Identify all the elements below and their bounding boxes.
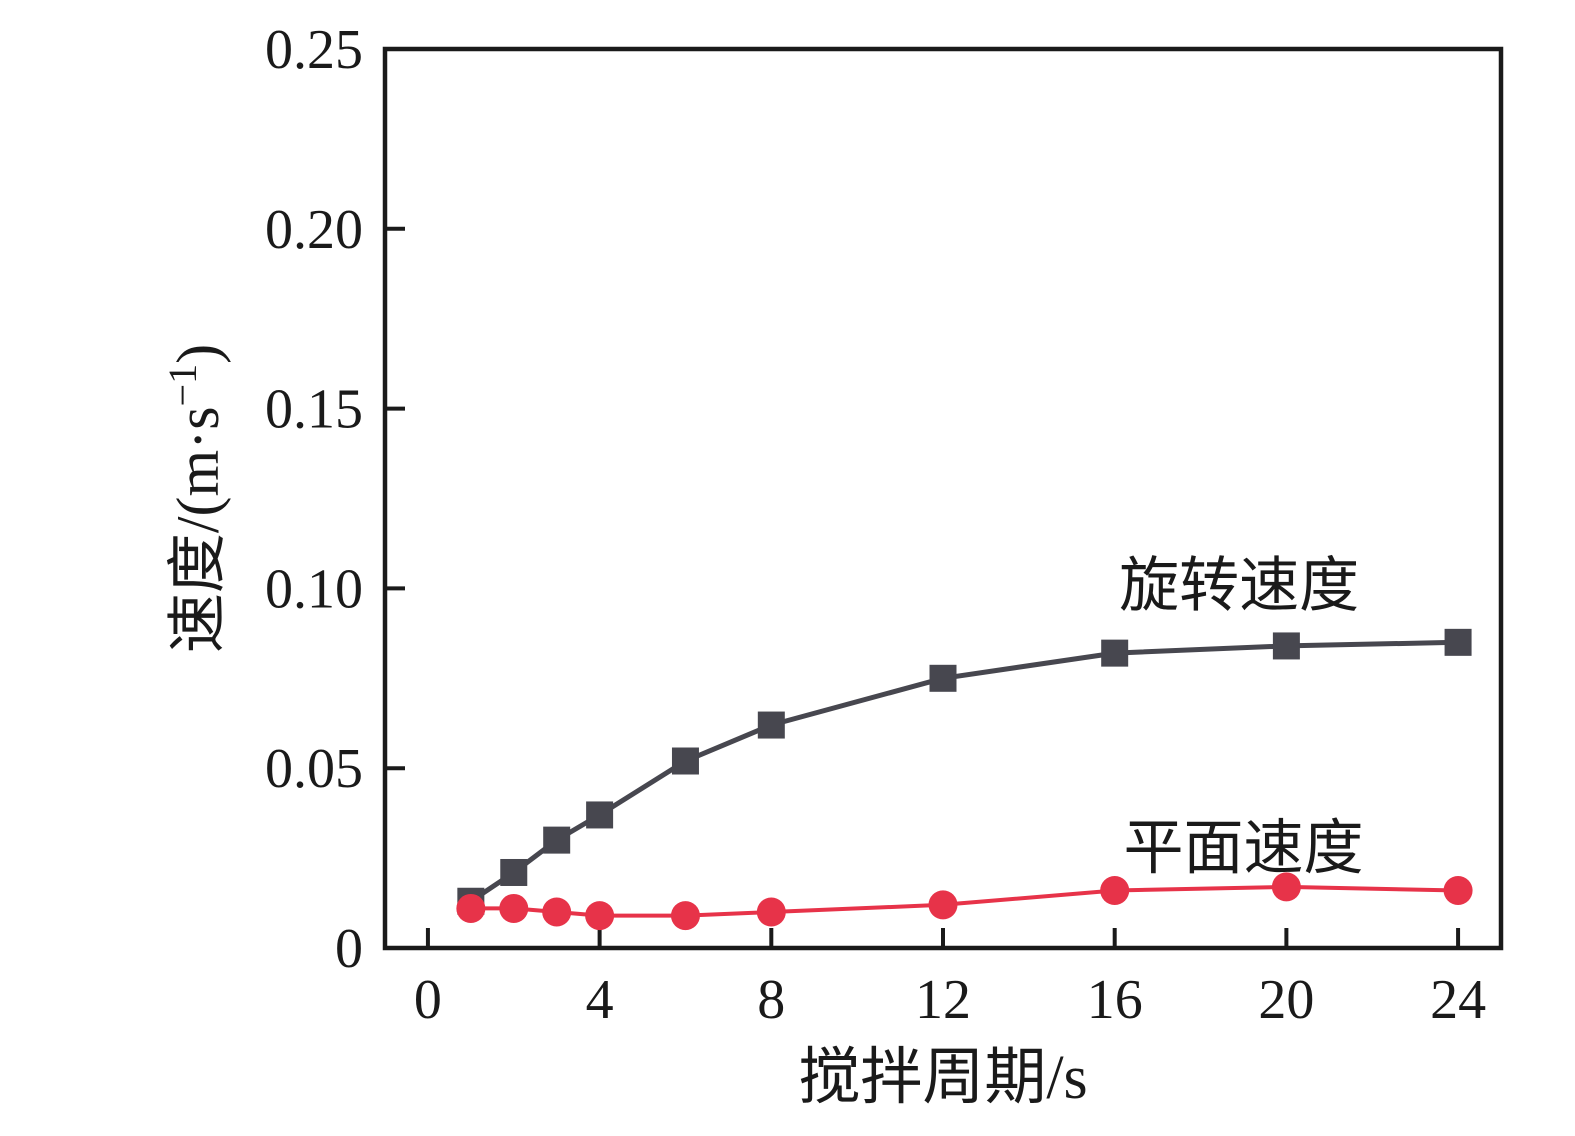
- x-axis-label: 搅拌周期/s: [798, 1044, 1087, 1112]
- x-tick-label: 24: [1430, 969, 1486, 1031]
- y-tick-label: 0.10: [265, 558, 363, 620]
- y-tick-label: 0.20: [265, 199, 363, 261]
- series-marker-rotation-speed: [543, 826, 571, 854]
- y-tick-label: 0.05: [265, 738, 363, 800]
- series-marker-rotation-speed: [500, 858, 528, 886]
- series-marker-plane-speed: [1271, 872, 1301, 902]
- x-tick-label: 8: [757, 969, 785, 1031]
- series-marker-rotation-speed: [586, 801, 614, 829]
- x-tick-label: 0: [414, 969, 442, 1031]
- series-marker-plane-speed: [585, 901, 615, 931]
- chart-figure: 0 4 8 12 16 20 24 0 0.05 0.10 0.15 0.20 0.25 搅拌周期/s 速度…: [40, 16, 1575, 1120]
- series-marker-rotation-speed: [929, 664, 957, 692]
- series-marker-rotation-speed: [1272, 632, 1300, 660]
- y-axis-label: 速度/(m·s−1): [160, 344, 231, 653]
- series-line-rotation-speed: [469, 639, 1459, 904]
- series-marker-plane-speed: [928, 890, 958, 920]
- x-tick-label: 16: [1087, 969, 1143, 1031]
- series-marker-plane-speed: [499, 893, 529, 923]
- series-marker-rotation-speed: [671, 747, 699, 775]
- series-marker-plane-speed: [670, 901, 700, 931]
- x-tick-label: 20: [1258, 969, 1314, 1031]
- plot-border: [382, 46, 1504, 951]
- y-tick-label: 0.25: [265, 19, 363, 81]
- series-marker-plane-speed: [456, 893, 486, 923]
- series-marker-rotation-speed: [757, 711, 785, 739]
- series-marker-plane-speed: [542, 897, 572, 927]
- series-marker-plane-speed: [1100, 875, 1130, 905]
- series-line-plane-speed: [470, 884, 1459, 918]
- series-label-plane-speed: 平面速度: [1123, 815, 1363, 881]
- series-marker-plane-speed: [756, 897, 786, 927]
- series-marker-rotation-speed: [1444, 628, 1472, 656]
- y-tick-label: 0.15: [265, 379, 363, 441]
- series-label-rotation-speed: 旋转速度: [1119, 553, 1359, 619]
- series-marker-rotation-speed: [1101, 639, 1129, 667]
- series-marker-plane-speed: [1443, 875, 1473, 905]
- x-tick-label: 4: [586, 969, 614, 1031]
- x-tick-label: 12: [915, 969, 971, 1031]
- velocity-vs-stirring-period-chart: 0 4 8 12 16 20 24 0 0.05 0.10 0.15 0.20 0.25 搅拌周期/s 速度…: [160, 19, 1504, 1112]
- y-tick-label: 0: [335, 918, 363, 980]
